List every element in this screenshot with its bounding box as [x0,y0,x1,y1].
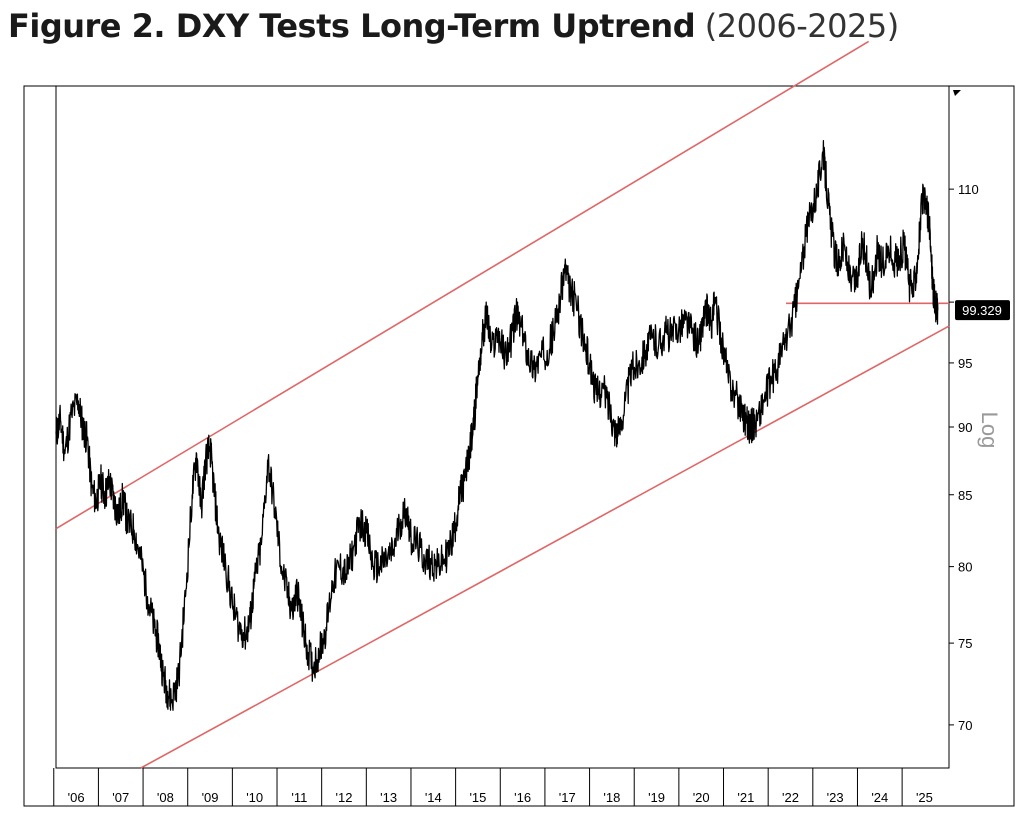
last-value-badge: 99.329 [955,300,1010,321]
x-tick-label: '11 [291,790,307,805]
tick-labels: '06 '07 '08 '09 '10 '11 '12 '13 '14 '15 '16 '17 '18 '… [68,182,979,805]
chart-title: Figure 2. DXY Tests Long-Term Uptrend [8,7,696,45]
x-tick-label: '17 [559,790,576,805]
x-tick-label: '12 [336,790,353,805]
last-value-label: 99.329 [962,303,1002,318]
y-tick-label: 110 [958,182,979,197]
trend-lines [55,40,950,769]
y-tick-label: 95 [958,356,972,371]
dxy-price-line [55,140,939,711]
x-tick-label: '10 [246,790,263,805]
x-tick-label: '24 [871,790,888,805]
x-tick-label: '16 [514,790,531,805]
x-tick-label: '21 [737,790,754,805]
x-tick-label: '25 [916,790,933,805]
axis-ticks [53,188,954,806]
y-tick-label: 75 [958,636,972,651]
y-tick-label: 80 [958,560,972,575]
x-tick-label: '23 [827,790,844,805]
x-tick-label: '15 [469,790,486,805]
outer-frame [23,85,1015,807]
plot-frame [55,85,950,769]
chart-title-block: Figure 2. DXY Tests Long-Term Uptrend (2… [8,4,899,48]
y-tick-label: 90 [958,420,972,435]
x-tick-label: '20 [693,790,710,805]
chart-subtitle: (2006-2025) [704,7,899,45]
x-tick-label: '22 [782,790,799,805]
y-axis-marker-icon [953,90,961,96]
x-tick-label: '19 [648,790,665,805]
x-tick-label: '18 [603,790,620,805]
y-axis-label: Log [977,412,1002,449]
lower-channel-line [140,325,950,769]
x-tick-label: '08 [157,790,174,805]
y-tick-label: 85 [958,488,972,503]
last-value-badge-bg [955,300,1010,321]
x-tick-label: '13 [380,790,397,805]
x-tick-label: '14 [425,790,442,805]
y-tick-label: 70 [958,718,972,733]
x-tick-label: '07 [112,790,129,805]
upper-channel-line [55,40,870,530]
price-series [55,140,939,711]
x-tick-label: '06 [68,790,85,805]
x-tick-label: '09 [202,790,219,805]
